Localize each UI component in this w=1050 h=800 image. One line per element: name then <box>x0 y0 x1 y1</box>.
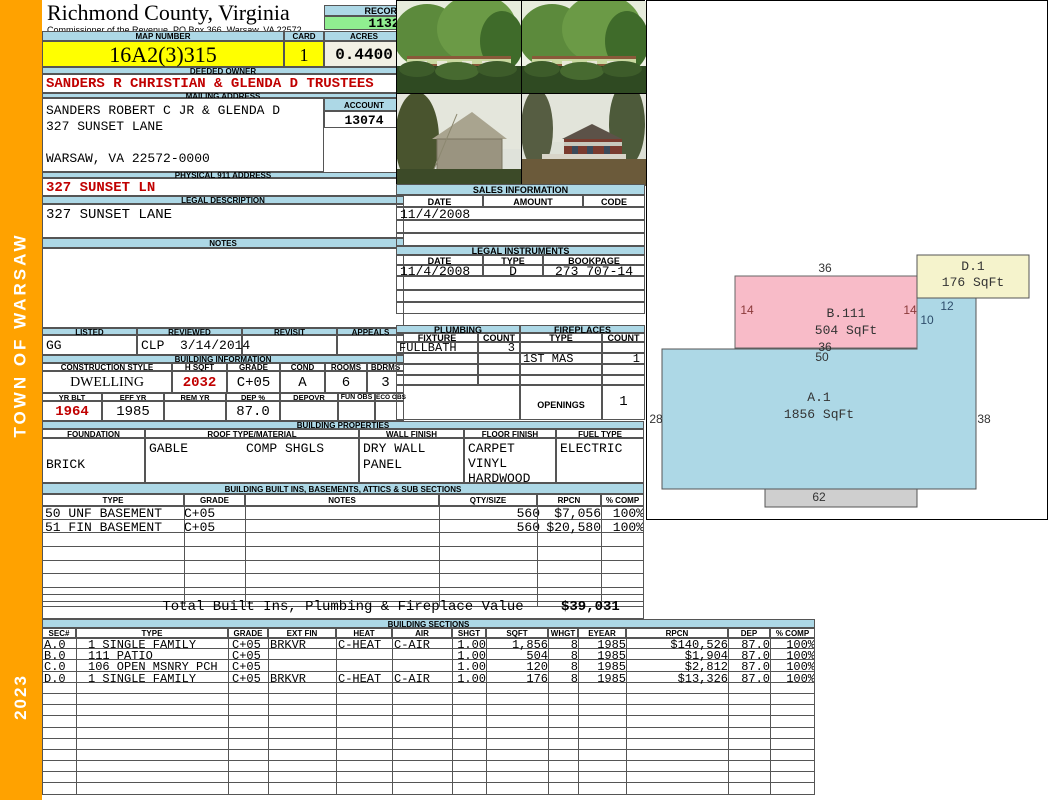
svg-text:A.1: A.1 <box>807 390 831 405</box>
svg-text:38: 38 <box>977 412 991 426</box>
svg-text:14: 14 <box>903 303 917 317</box>
svg-text:12: 12 <box>940 299 954 313</box>
svg-text:B.111: B.111 <box>826 306 865 321</box>
svg-text:36: 36 <box>818 261 832 275</box>
svg-text:504 SqFt: 504 SqFt <box>815 323 877 338</box>
svg-text:50: 50 <box>815 350 829 364</box>
svg-text:62: 62 <box>812 490 826 504</box>
svg-text:28: 28 <box>649 412 663 426</box>
svg-text:D.1: D.1 <box>961 259 985 274</box>
svg-text:1856 SqFt: 1856 SqFt <box>784 407 854 422</box>
svg-text:14: 14 <box>740 303 754 317</box>
svg-text:10: 10 <box>920 313 934 327</box>
svg-text:176 SqFt: 176 SqFt <box>942 275 1004 290</box>
